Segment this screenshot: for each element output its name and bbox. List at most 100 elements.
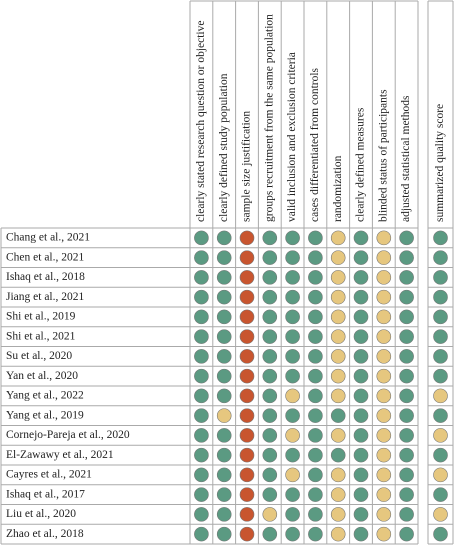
rating-dot — [285, 388, 300, 404]
summary-dot — [433, 329, 448, 344]
rating-dot — [194, 309, 209, 325]
column-header: cases differentiated from controls — [309, 67, 321, 222]
rating-dot — [330, 289, 346, 305]
study-name: Yang et al., 2019 — [6, 409, 84, 421]
study-name: Jiang et al., 2021 — [6, 291, 84, 303]
rating-dot — [216, 349, 232, 364]
rating-dot — [308, 447, 323, 463]
rating-dot — [239, 467, 255, 483]
rating-dot — [262, 507, 278, 522]
rating-dot — [399, 230, 414, 246]
summary-dot — [433, 526, 448, 542]
rating-dot — [216, 270, 232, 285]
summary-dot — [433, 388, 448, 404]
rating-dot — [353, 349, 369, 364]
rating-dot — [353, 447, 369, 463]
rating-dot — [399, 408, 414, 423]
rating-dot — [353, 487, 369, 502]
study-name: Zhao et al., 2018 — [6, 528, 84, 540]
rating-dot — [194, 428, 209, 443]
study-name: Shi et al., 2021 — [6, 330, 76, 342]
summary-dot — [433, 428, 448, 443]
rating-dot — [376, 388, 392, 404]
rating-dot — [308, 230, 323, 246]
rating-dot — [216, 526, 232, 542]
summary-dot — [433, 250, 448, 265]
rating-dot — [216, 487, 232, 502]
rating-dot — [216, 368, 232, 384]
rating-dot — [216, 428, 232, 443]
rating-dot — [308, 428, 323, 443]
rating-dot — [262, 428, 278, 443]
rating-dot — [308, 289, 323, 305]
rating-dot — [239, 289, 255, 305]
rating-dot — [194, 270, 209, 285]
rating-dot — [399, 428, 414, 443]
summary-dot — [433, 368, 448, 384]
column-header: sample size justification — [241, 111, 253, 222]
rating-dot — [399, 349, 414, 364]
rating-dot — [194, 467, 209, 483]
rating-dot — [285, 270, 300, 285]
rating-dot — [194, 349, 209, 364]
rating-dot — [330, 250, 346, 265]
rating-dot — [308, 487, 323, 502]
rating-dot — [353, 467, 369, 483]
rating-dot — [194, 250, 209, 265]
rating-dot — [285, 309, 300, 325]
column-header: clearly defined measures — [355, 107, 367, 222]
rating-dot — [239, 368, 255, 384]
rating-dot — [216, 388, 232, 404]
summary-dot — [433, 467, 448, 483]
rating-dot — [239, 270, 255, 285]
rating-dot — [399, 467, 414, 483]
rating-dot — [262, 408, 278, 423]
rating-dot — [262, 270, 278, 285]
rating-dot — [239, 447, 255, 463]
rating-dot — [216, 507, 232, 522]
study-name: Ishaq et al., 2018 — [6, 271, 85, 283]
rating-dot — [376, 250, 392, 265]
rating-dot — [376, 428, 392, 443]
rating-dot — [308, 467, 323, 483]
rating-dot — [239, 230, 255, 246]
summary-dot — [433, 289, 448, 305]
rating-dot — [376, 487, 392, 502]
study-name: Chang et al., 2021 — [6, 232, 90, 244]
summary-dot — [433, 230, 448, 246]
rating-dot — [216, 408, 232, 423]
rating-dot — [308, 349, 323, 364]
study-name: Shi et al., 2019 — [6, 311, 76, 323]
rating-dot — [330, 329, 346, 344]
rating-dot — [353, 309, 369, 325]
rating-dot — [308, 507, 323, 522]
rating-dot — [285, 329, 300, 344]
study-name: Su et al., 2020 — [6, 350, 72, 362]
rating-dot — [239, 526, 255, 542]
rating-dot — [262, 487, 278, 502]
column-header: clearly stated research question or obje… — [195, 21, 207, 222]
rating-dot — [399, 388, 414, 404]
rating-dot — [353, 250, 369, 265]
rating-dot — [194, 329, 209, 344]
column-header: valid inclusion and exclusion criteria — [286, 52, 298, 222]
rating-dot — [330, 487, 346, 502]
study-name: Chen et al., 2021 — [6, 251, 84, 263]
rating-dot — [353, 289, 369, 305]
rating-dot — [262, 388, 278, 404]
rating-dot — [194, 526, 209, 542]
rating-dot — [399, 270, 414, 285]
rating-dot — [262, 250, 278, 265]
rating-dot — [285, 230, 300, 246]
rating-dot — [330, 230, 346, 246]
column-header: adjusted statistical methods — [400, 95, 412, 222]
rating-dot — [308, 408, 323, 423]
rating-dot — [194, 230, 209, 246]
rating-dot — [216, 289, 232, 305]
rating-dot — [262, 329, 278, 344]
rating-dot — [308, 270, 323, 285]
rating-dot — [308, 368, 323, 384]
rating-dot — [376, 368, 392, 384]
column-header: summarized quality score — [434, 104, 446, 222]
rating-dot — [330, 447, 346, 463]
